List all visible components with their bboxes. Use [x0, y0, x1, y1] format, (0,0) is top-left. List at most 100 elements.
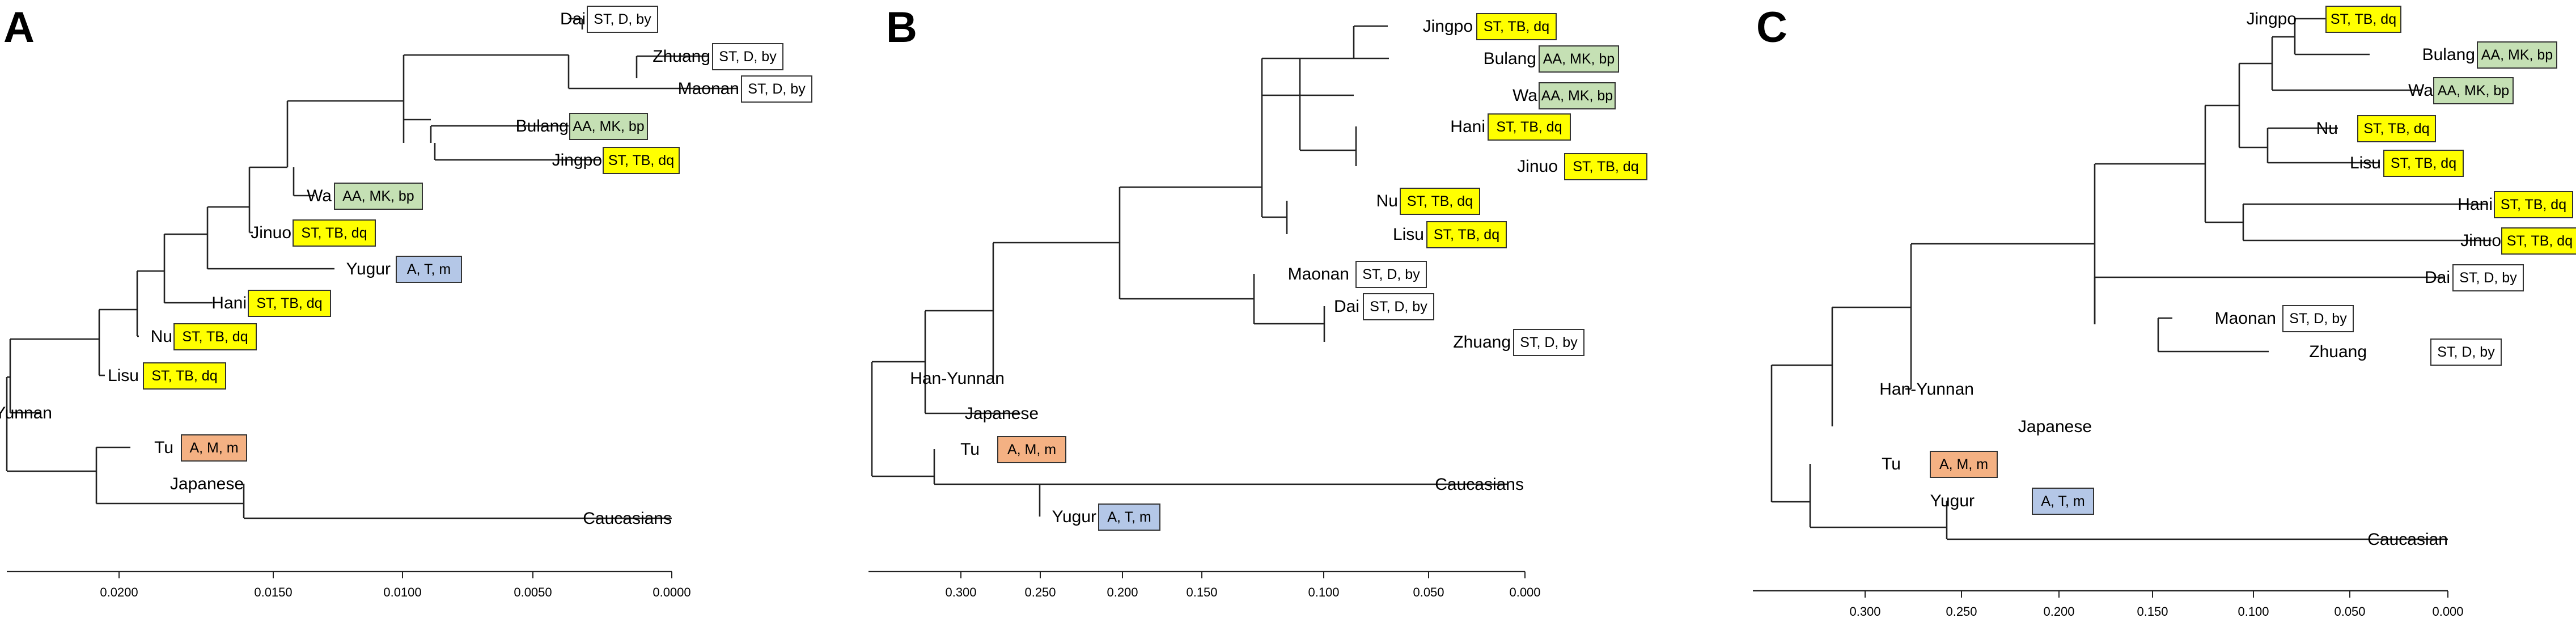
- tag-label-lisu: ST, TB, dq: [151, 368, 217, 384]
- tag-label-jingpo: ST, TB, dq: [608, 153, 674, 168]
- leaf-nu: Nu ST, TB, dq: [151, 323, 257, 350]
- leaf-japanese: Japanese: [2018, 417, 2092, 436]
- leaf-label-wa: Wa: [2408, 81, 2433, 100]
- tag-label-jinuo: ST, TB, dq: [2507, 233, 2573, 249]
- axis-tick-label: 0.250: [1946, 604, 1977, 619]
- tag-label-lisu: ST, TB, dq: [1434, 227, 1499, 243]
- leaf-maonan: Maonan ST, D, by: [678, 75, 812, 103]
- tag-box-tu: [997, 436, 1066, 463]
- leaf-wa: Wa AA, MK, bp: [2408, 77, 2514, 104]
- tag-label-dai: ST, D, by: [2459, 270, 2517, 286]
- axis-tick-label: 0.000: [1509, 585, 1540, 599]
- leaf-label-caucasians: Caucasians: [583, 509, 672, 528]
- leaf-label-han-yunnan: Han-Yunnan: [1879, 380, 1974, 399]
- tag-box-hani: [2494, 191, 2573, 218]
- tag-label-hani: ST, TB, dq: [1496, 119, 1562, 135]
- tag-box-lisu: [143, 362, 226, 390]
- leaf-dai: Dai ST, D, by: [2425, 264, 2524, 291]
- axis-tick-label: 0.300: [1849, 604, 1880, 619]
- leaf-yugur: Yugur A, T, m: [1930, 488, 2094, 515]
- axis-tick-label: 0.100: [2238, 604, 2269, 619]
- tag-label-dai: ST, D, by: [594, 11, 651, 27]
- tag-label-tu: A, M, m: [1939, 456, 1988, 472]
- tag-box-jingpo: [1476, 13, 1557, 40]
- leaf-label-maonan: Maonan: [678, 79, 739, 98]
- leaf-han-yunnan: Han-Yunnan: [0, 404, 52, 422]
- leaf-yugur: Yugur A, T, m: [1052, 503, 1160, 531]
- leaf-maonan: Maonan ST, D, by: [1288, 261, 1427, 288]
- leaf-maonan: Maonan ST, D, by: [2215, 305, 2354, 332]
- tag-label-maonan: ST, D, by: [748, 81, 806, 97]
- leaf-jinuo: Jinuo ST, TB, dq: [251, 219, 376, 247]
- leaf-label-lisu: Lisu: [1393, 225, 1424, 244]
- tag-label-yugur: A, T, m: [2041, 493, 2084, 509]
- tag-box-nu: [2357, 115, 2436, 142]
- axis-tick-label: 0.0100: [383, 585, 421, 599]
- axis-tick-label: 0.100: [1308, 585, 1339, 599]
- tag-box-nu: [173, 323, 257, 350]
- tag-label-zhuang: ST, D, by: [2437, 344, 2495, 360]
- tag-box-hani: [248, 290, 331, 317]
- tag-box-lisu: [2383, 150, 2464, 177]
- leaf-tu: Tu A, M, m: [960, 436, 1066, 463]
- leaf-lisu: Lisu ST, TB, dq: [2350, 150, 2464, 177]
- leaf-label-zhuang: Zhuang: [653, 47, 710, 66]
- tag-label-bulang: AA, MK, bp: [573, 119, 644, 134]
- leaf-label-yugur: Yugur: [1052, 507, 1096, 526]
- leaf-wa: Wa AA, MK, bp: [307, 183, 423, 210]
- panel-letter-a: A: [3, 3, 35, 52]
- leaf-label-dai: Dai: [1334, 297, 1359, 316]
- leaf-label-bulang: Bulang: [1484, 49, 1536, 68]
- axis-tick-label: 0.0050: [514, 585, 552, 599]
- leaf-bulang: Bulang AA, MK, bp: [1484, 45, 1619, 73]
- leaf-label-wa: Wa: [307, 187, 332, 205]
- leaf-label-jinuo: Jinuo: [1517, 157, 1558, 176]
- leaf-label-bulang: Bulang: [2422, 45, 2475, 64]
- tag-label-hani: ST, TB, dq: [2501, 197, 2566, 213]
- panel-letter-b: B: [886, 3, 917, 52]
- tag-box-wa: [334, 183, 423, 210]
- leaf-jingpo: Jingpo ST, TB, dq: [1423, 13, 1557, 40]
- tag-label-bulang: AA, MK, bp: [1543, 51, 1615, 67]
- tag-box-maonan: [741, 75, 812, 103]
- tag-box-dai: [1363, 293, 1434, 320]
- leaf-label-bulang: Bulang: [516, 117, 569, 136]
- leaf-label-jinuo: Jinuo: [2460, 231, 2501, 250]
- leaf-label-jingpo: Jingpo: [2247, 10, 2297, 28]
- tag-label-hani: ST, TB, dq: [256, 295, 322, 311]
- tag-label-tu: A, M, m: [1007, 442, 1056, 458]
- axis-tick-label: 0.150: [2137, 604, 2168, 619]
- tag-box-hani: [1488, 113, 1571, 141]
- tag-label-maonan: ST, D, by: [1362, 266, 1420, 282]
- leaf-label-japanese: Japanese: [170, 475, 244, 493]
- tag-label-tu: A, M, m: [189, 440, 238, 456]
- leaf-label-caucasians: Caucasians: [1435, 475, 1524, 494]
- leaf-label-tu: Tu: [154, 438, 173, 457]
- leaf-lisu: Lisu ST, TB, dq: [108, 362, 226, 390]
- leaf-dai: Dai ST, D, by: [1334, 293, 1434, 320]
- axis-tick-label: 0.200: [1107, 585, 1138, 599]
- leaf-nu: Nu ST, TB, dq: [1376, 188, 1480, 215]
- tag-box-jinuo: [293, 219, 376, 247]
- leaf-label-han-yunnan: Han-Yunnan: [910, 369, 1005, 388]
- tag-label-dai: ST, D, by: [1370, 299, 1427, 315]
- leaf-label-yugur: Yugur: [1930, 492, 1975, 510]
- panel-letter-c: C: [1756, 3, 1787, 52]
- tag-box-dai: [587, 6, 658, 33]
- leaf-label-jingpo: Jingpo: [552, 151, 602, 170]
- leaf-caucasians: Caucasians: [1435, 475, 1524, 494]
- leaf-jinuo: Jinuo ST, TB, dq: [1517, 153, 1647, 180]
- leaf-japanese: Japanese: [965, 404, 1039, 423]
- tag-box-wa: [1539, 82, 1616, 109]
- leaf-tu: Tu A, M, m: [1882, 451, 1998, 478]
- tag-box-yugur: [396, 256, 462, 283]
- leaf-label-nu: Nu: [1376, 192, 1398, 210]
- tag-box-maonan: [2282, 305, 2354, 332]
- leaf-label-maonan: Maonan: [2215, 309, 2276, 328]
- tag-label-jingpo: ST, TB, dq: [1484, 19, 1549, 35]
- leaf-label-nu: Nu: [2316, 119, 2338, 138]
- tag-box-yugur: [1098, 503, 1160, 531]
- leaf-bulang: Bulang AA, MK, bp: [2422, 41, 2557, 69]
- axis-tick-label: 0.300: [945, 585, 976, 599]
- leaf-caucasians: Caucasians: [583, 509, 672, 528]
